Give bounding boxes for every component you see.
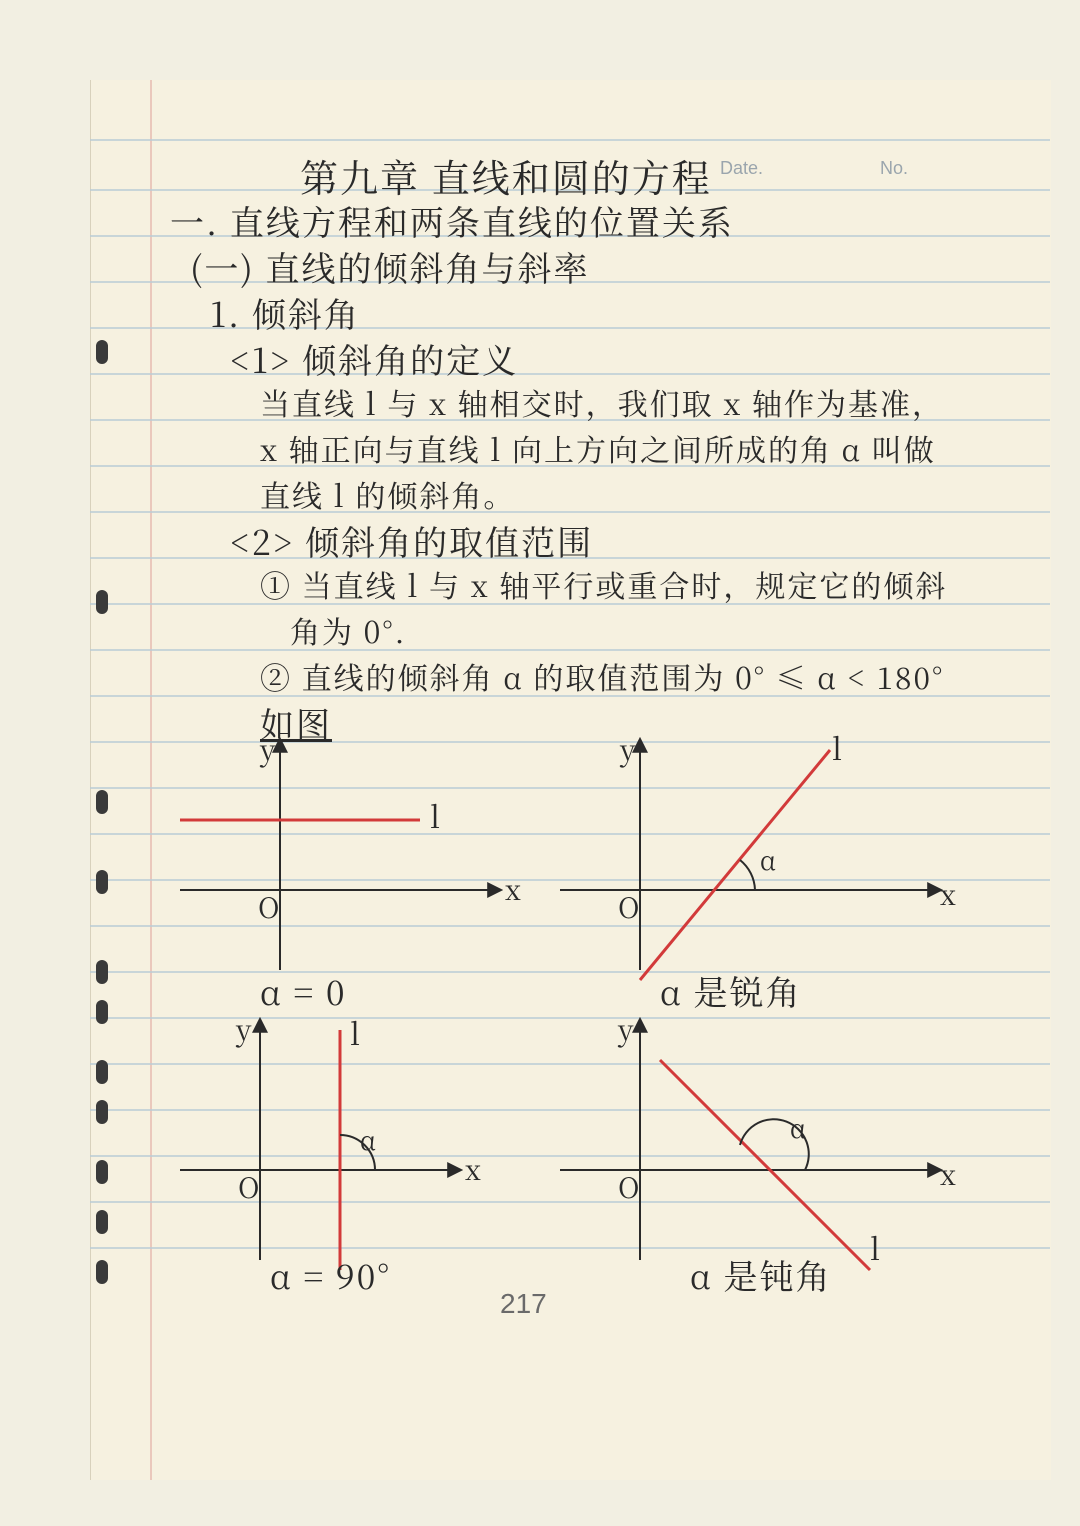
binding-mark — [96, 960, 108, 984]
binding-mark — [96, 1260, 108, 1284]
binding-mark — [96, 1210, 108, 1234]
line-label: l — [832, 725, 842, 769]
text-line: 角为 0°. — [290, 608, 406, 652]
axis-origin: O — [238, 1167, 259, 1207]
binding-mark — [96, 340, 108, 364]
diagram-alpha-acute: α y x O l — [540, 720, 960, 990]
axis-y-label: y — [619, 729, 636, 769]
binding-mark — [96, 790, 108, 814]
line-label: l — [870, 1225, 880, 1269]
alpha-label: α — [760, 841, 776, 878]
axis-origin: O — [258, 887, 279, 927]
alpha-label: α — [790, 1109, 806, 1146]
diagram-alpha-obtuse: α y x O l — [540, 1000, 960, 1280]
line-label: l — [350, 1010, 360, 1054]
binding-mark — [96, 1000, 108, 1024]
binding-mark — [96, 1100, 108, 1124]
binding-mark — [96, 590, 108, 614]
axis-y-label: y — [259, 729, 276, 769]
page-number: 217 — [500, 1288, 547, 1320]
diagram-caption: α = 90° — [270, 1250, 391, 1299]
text-line: x 轴正向与直线 l 向上方向之间所成的角 α 叫做 — [260, 426, 936, 470]
page-root: Date. No. 第九章 直线和圆的方程 一. 直线方程和两条直线的位置关系 … — [0, 0, 1080, 1526]
line-label: l — [430, 793, 440, 837]
text-line: <1> 倾斜角的定义 — [230, 334, 518, 383]
alpha-label: α — [360, 1121, 376, 1158]
diagram-alpha-zero: y x O l — [160, 720, 540, 990]
axis-x-label: x — [465, 1149, 481, 1189]
text-line: 1. 倾斜角 — [210, 288, 360, 337]
diagram-caption: α 是钝角 — [690, 1250, 832, 1299]
no-label: No. — [880, 158, 908, 179]
text-line: 一. 直线方程和两条直线的位置关系 — [170, 196, 734, 245]
text-line: 当直线 l 与 x 轴相交时，我们取 x 轴作为基准， — [260, 380, 944, 424]
diagram-alpha-ninety: α y x O l — [160, 1000, 540, 1280]
axis-y-label: y — [235, 1009, 252, 1049]
text-line: ① 当直线 l 与 x 轴平行或重合时，规定它的倾斜 — [260, 562, 947, 606]
text-line: 直线 l 的倾斜角。 — [260, 472, 515, 516]
axis-x-label: x — [940, 1154, 956, 1194]
date-label: Date. — [720, 158, 763, 179]
chapter-title: 第九章 直线和圆的方程 — [300, 148, 712, 203]
axis-origin: O — [618, 887, 639, 927]
axis-origin: O — [618, 1167, 639, 1207]
binding-mark — [96, 870, 108, 894]
text-line: ② 直线的倾斜角 α 的取值范围为 0° ≤ α < 180° — [260, 654, 944, 698]
binding-mark — [96, 1160, 108, 1184]
text-line: <2> 倾斜角的取值范围 — [230, 516, 593, 565]
axis-x-label: x — [940, 874, 956, 914]
text-line: (一) 直线的倾斜角与斜率 — [190, 242, 589, 291]
binding-mark — [96, 1060, 108, 1084]
axis-x-label: x — [505, 869, 521, 909]
axis-y-label: y — [617, 1009, 634, 1049]
